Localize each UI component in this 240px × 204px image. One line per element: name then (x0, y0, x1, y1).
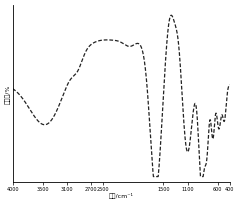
Y-axis label: 透过率/%: 透过率/% (6, 84, 11, 103)
X-axis label: 波数/cm⁻¹: 波数/cm⁻¹ (109, 193, 134, 198)
